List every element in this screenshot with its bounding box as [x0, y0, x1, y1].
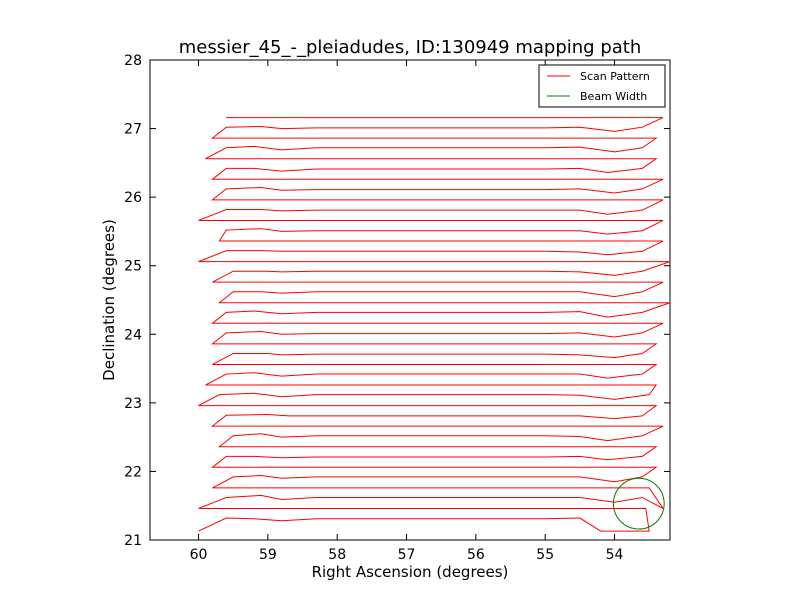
x-tick-label: 56	[467, 547, 485, 563]
plot-area-frame	[149, 59, 671, 541]
legend-box	[538, 64, 666, 108]
x-tick-label: 54	[606, 547, 624, 563]
y-tick-label: 21	[124, 533, 142, 549]
y-tick-label: 24	[124, 327, 142, 343]
y-tick-label: 22	[124, 464, 142, 480]
x-tick-label: 59	[259, 547, 277, 563]
x-tick-label: 55	[536, 547, 554, 563]
y-tick-label: 28	[124, 53, 142, 69]
series-layer	[198, 117, 671, 532]
chart-title: messier_45_-_pleiadudes, ID:130949 mappi…	[179, 37, 642, 58]
legend-beam-width-label: Beam Width	[580, 90, 647, 103]
x-tick-label: 60	[190, 547, 208, 563]
legend: Scan Pattern Beam Width	[538, 64, 666, 108]
x-axis-ticks: 60 59 58 57 56 55 54	[190, 60, 624, 563]
y-axis-label: Declination (degrees)	[100, 219, 118, 381]
x-tick-label: 58	[328, 547, 346, 563]
legend-scan-pattern-label: Scan Pattern	[580, 70, 650, 83]
y-tick-label: 27	[124, 122, 142, 138]
y-tick-label: 23	[124, 396, 142, 412]
y-tick-label: 25	[124, 259, 142, 275]
beam-width-circle	[612, 477, 665, 530]
y-tick-label: 26	[124, 190, 142, 206]
x-axis-label: Right Ascension (degrees)	[312, 563, 509, 581]
scan-pattern-line	[198, 117, 671, 532]
x-tick-label: 57	[398, 547, 416, 563]
y-axis-ticks: 21 22 23 24 25 26 27 28	[124, 53, 670, 549]
